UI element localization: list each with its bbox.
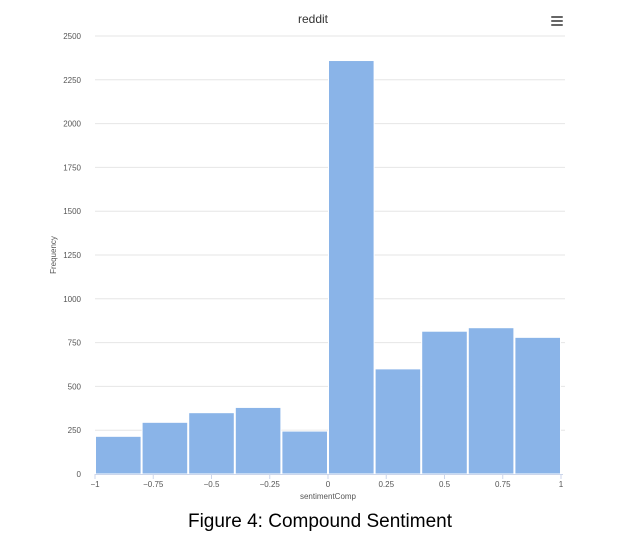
chart-title: reddit <box>298 12 329 26</box>
histogram-bar <box>467 327 515 475</box>
histogram-bar <box>281 430 328 475</box>
x-tick-label: −0.75 <box>143 480 164 489</box>
histogram-bar <box>514 336 562 475</box>
x-tick-label: 1 <box>559 480 564 489</box>
menu-icon-line-3 <box>551 24 563 26</box>
bars <box>95 60 562 475</box>
y-tick-label: 500 <box>68 382 82 391</box>
y-tick-label: 750 <box>68 339 82 348</box>
histogram-bar <box>328 60 375 475</box>
histogram-bar <box>234 406 282 475</box>
y-tick-label: 1750 <box>63 163 81 172</box>
x-tick-label: 0 <box>326 480 331 489</box>
y-tick-label: 0 <box>77 470 82 479</box>
histogram-chart: 0 250 500 750 1000 1250 1500 1750 2000 2250 2500 −1… <box>49 12 565 501</box>
y-axis-title: Frequency <box>49 236 58 274</box>
x-axis-title: sentimentComp <box>300 492 357 501</box>
histogram-bar <box>141 421 189 475</box>
x-tick-label: 0.5 <box>439 480 451 489</box>
menu-icon-line-2 <box>551 20 563 22</box>
histogram-bar <box>95 435 142 475</box>
histogram-bar <box>421 330 468 475</box>
y-tick-label: 2000 <box>63 120 81 129</box>
x-tick-label: −1 <box>90 480 100 489</box>
x-tick-label: −0.5 <box>204 480 220 489</box>
menu-icon-line-1 <box>551 16 563 18</box>
menu-icon[interactable] <box>551 16 563 26</box>
y-tick-label: 2500 <box>63 32 81 41</box>
x-tick-label: 0.75 <box>495 480 511 489</box>
y-tick-label: 250 <box>68 426 82 435</box>
y-tick-label: 1000 <box>63 295 81 304</box>
histogram-bar <box>188 412 235 475</box>
axes: 0 250 500 750 1000 1250 1500 1750 2000 2250 2500 −1… <box>63 32 564 489</box>
y-tick-label: 1500 <box>63 207 81 216</box>
y-tick-label: 1250 <box>63 251 81 260</box>
x-tick-label: 0.25 <box>378 480 394 489</box>
figure-caption: Figure 4: Compound Sentiment <box>187 511 453 532</box>
x-tick-label: −0.25 <box>260 480 281 489</box>
y-tick-label: 2250 <box>63 76 81 85</box>
histogram-bar <box>374 368 422 475</box>
